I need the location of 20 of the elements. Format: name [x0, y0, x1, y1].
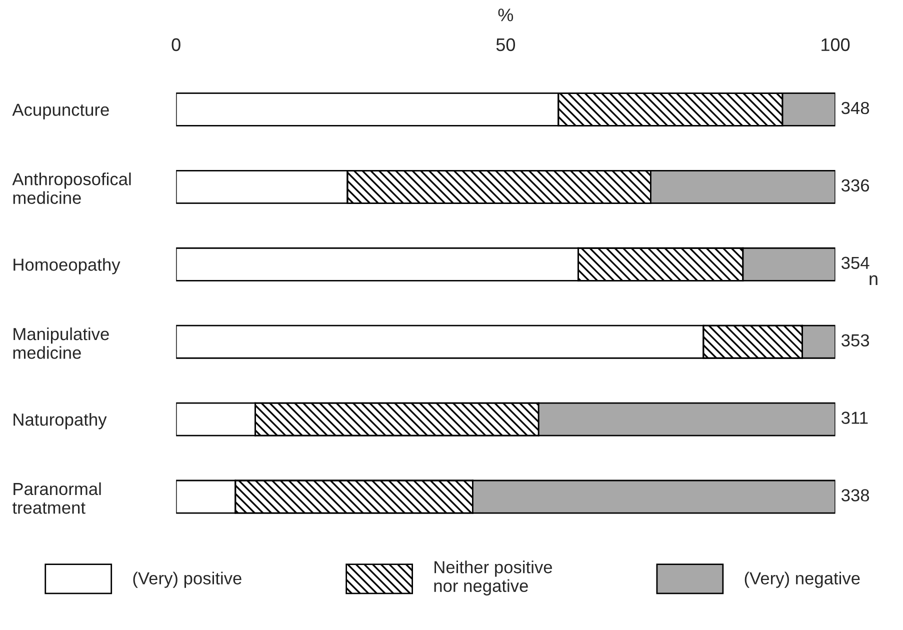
- y-tick-label: Paranormal treatment: [12, 482, 101, 514]
- text: 354: [841, 256, 870, 270]
- y2-axis-title: n: [870, 275, 878, 286]
- text: 338: [841, 489, 870, 502]
- text: 311: [841, 412, 868, 424]
- y-tick-label: Homoeopathy: [14, 258, 120, 274]
- y-tick-label: Naturopathy: [14, 413, 107, 430]
- legend-label: (Very) positive: [133, 572, 242, 588]
- x-tick-label: 100: [822, 38, 850, 52]
- text: 348: [841, 102, 870, 114]
- text: 336: [841, 179, 870, 192]
- x-axis-title: %: [498, 8, 514, 22]
- legend-label: Neither positive nor negative: [434, 560, 552, 596]
- y-tick-label: Acupuncture: [12, 104, 109, 120]
- x-tick-label: 0: [172, 38, 180, 52]
- y-tick-label: Anthroposofical medicine: [12, 172, 131, 204]
- x-tick-label: 50: [496, 38, 516, 52]
- y-tick-label: Manipulative medicine: [13, 327, 109, 359]
- text: 353: [841, 334, 870, 347]
- legend-label: (Very) negative: [744, 572, 860, 588]
